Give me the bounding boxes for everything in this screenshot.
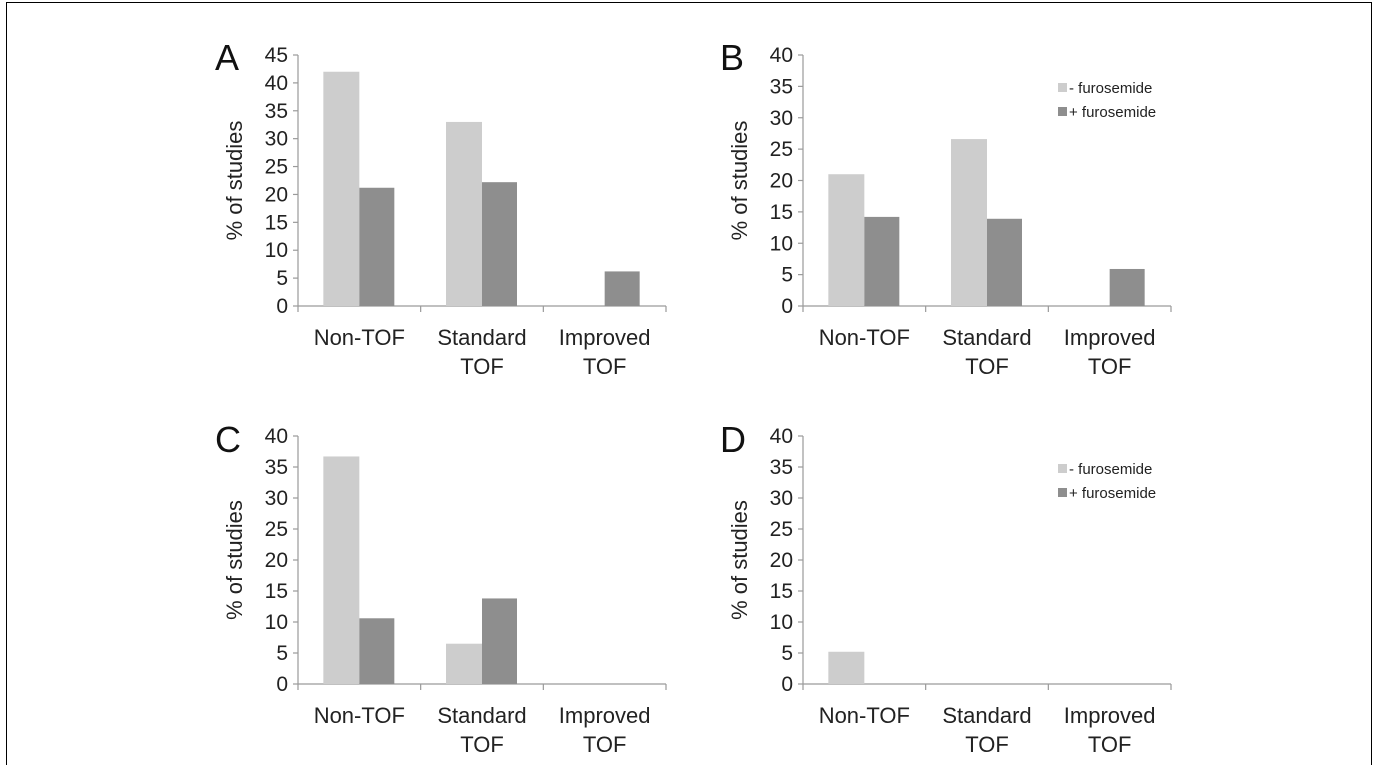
panel-c-category-label: Standard: [437, 703, 526, 728]
panel-a-category-label: Improved: [559, 325, 651, 350]
panel-b-y-tick-label: 35: [770, 75, 793, 98]
panel-b-bar-minus-furosemide: [828, 174, 865, 306]
panel-b-y-tick-label: 0: [781, 295, 793, 318]
figure-frame: [6, 2, 1372, 765]
panel-a-y-tick-label: 20: [265, 183, 288, 206]
panel-d-category-label: TOF: [1088, 732, 1132, 757]
panel-b-label: B: [720, 37, 744, 78]
panel-c-y-tick-label: 15: [265, 580, 288, 603]
panel-d-legend-label: + furosemide: [1069, 485, 1156, 502]
panel-a-y-tick-label: 30: [265, 128, 288, 151]
panel-b-y-tick-label: 25: [770, 138, 793, 161]
panel-d-bar-minus-furosemide: [828, 651, 865, 684]
panel-b-y-tick-label: 20: [770, 170, 793, 193]
panel-c-y-tick-label: 40: [265, 425, 288, 448]
panel-d-y-tick-label: 35: [770, 456, 793, 479]
panel-c-y-tick-label: 30: [265, 487, 288, 510]
panel-a-bar-minus-furosemide: [323, 71, 360, 306]
panel-b-category-label: Non-TOF: [819, 325, 910, 350]
panel-d-label: D: [720, 419, 746, 460]
panel-b-category-label: Improved: [1064, 325, 1156, 350]
panel-a-category-label: Non-TOF: [314, 325, 405, 350]
panel-c-y-tick-label: 35: [265, 456, 288, 479]
panel-a-bar-plus-furosemide: [604, 271, 640, 306]
panel-b-y-tick-label: 40: [770, 44, 793, 67]
panel-a-category-label: TOF: [583, 354, 627, 379]
panel-c-category-label: Improved: [559, 703, 651, 728]
panel-c-label: C: [215, 419, 241, 460]
panel-d-category-label: Non-TOF: [819, 703, 910, 728]
panel-b-bar-plus-furosemide: [987, 218, 1022, 306]
panel-c-y-axis-title: % of studies: [222, 500, 247, 620]
panel-c-y-tick-label: 25: [265, 518, 288, 541]
panel-a-label: A: [215, 37, 239, 78]
panel-d-y-tick-label: 20: [770, 549, 793, 572]
panel-b-category-label: Standard: [942, 325, 1031, 350]
panel-a-y-tick-label: 40: [265, 72, 288, 95]
panel-d-y-tick-label: 30: [770, 487, 793, 510]
panel-d-y-tick-label: 15: [770, 580, 793, 603]
panel-a-bar-minus-furosemide: [446, 121, 482, 306]
panel-d-y-axis-title: % of studies: [727, 500, 752, 620]
panel-d-legend-swatch: [1058, 488, 1067, 497]
panel-d-y-tick-label: 5: [781, 642, 793, 665]
panel-a-y-tick-label: 25: [265, 156, 288, 179]
panel-d-category-label: Standard: [942, 703, 1031, 728]
panel-c-y-tick-label: 10: [265, 611, 288, 634]
panel-d-category-label: Improved: [1064, 703, 1156, 728]
panel-d-y-tick-label: 0: [781, 673, 793, 696]
panel-b-bar-minus-furosemide: [951, 139, 987, 306]
panel-d-legend-label: - furosemide: [1069, 461, 1152, 478]
panel-a-y-tick-label: 35: [265, 100, 288, 123]
panel-d-y-tick-label: 40: [770, 425, 793, 448]
panel-b-legend-swatch: [1058, 83, 1067, 92]
panel-a-y-tick-label: 5: [276, 267, 288, 290]
panel-d-category-label: TOF: [965, 732, 1009, 757]
panel-a-y-tick-label: 0: [276, 295, 288, 318]
panel-c-y-tick-label: 5: [276, 642, 288, 665]
panel-b-y-axis-title: % of studies: [727, 121, 752, 241]
panel-d-legend-swatch: [1058, 464, 1067, 473]
panel-b-bar-plus-furosemide: [1109, 268, 1145, 306]
panel-d-y-tick-label: 25: [770, 518, 793, 541]
panel-c-category-label: TOF: [583, 732, 627, 757]
panel-c-bar-minus-furosemide: [446, 643, 482, 684]
panel-d-y-tick-label: 10: [770, 611, 793, 634]
panel-c-category-label: TOF: [460, 732, 504, 757]
panel-b-bar-plus-furosemide: [864, 216, 900, 306]
panel-c-bar-plus-furosemide: [359, 618, 395, 684]
panel-a-category-label: TOF: [460, 354, 504, 379]
panel-b-y-tick-label: 30: [770, 107, 793, 130]
panel-b-category-label: TOF: [1088, 354, 1132, 379]
panel-a-bar-plus-furosemide: [482, 182, 517, 306]
panel-b-category-label: TOF: [965, 354, 1009, 379]
panel-a-y-tick-label: 45: [265, 44, 288, 67]
panel-c-y-tick-label: 0: [276, 673, 288, 696]
panel-b-y-tick-label: 10: [770, 232, 793, 255]
panel-b-legend-swatch: [1058, 107, 1067, 116]
panel-a-category-label: Standard: [437, 325, 526, 350]
panel-a-bar-plus-furosemide: [359, 187, 395, 306]
panel-b-legend-label: + furosemide: [1069, 104, 1156, 121]
panel-c-category-label: Non-TOF: [314, 703, 405, 728]
panel-c-bar-minus-furosemide: [323, 456, 360, 684]
panel-a-y-tick-label: 10: [265, 239, 288, 262]
panel-c-bar-plus-furosemide: [482, 598, 517, 684]
panel-b-y-tick-label: 15: [770, 201, 793, 224]
panel-b-legend-label: - furosemide: [1069, 80, 1152, 97]
panel-a-y-tick-label: 15: [265, 211, 288, 234]
panel-c-y-tick-label: 20: [265, 549, 288, 572]
panel-b-y-tick-label: 5: [781, 264, 793, 287]
panel-a-y-axis-title: % of studies: [222, 121, 247, 241]
